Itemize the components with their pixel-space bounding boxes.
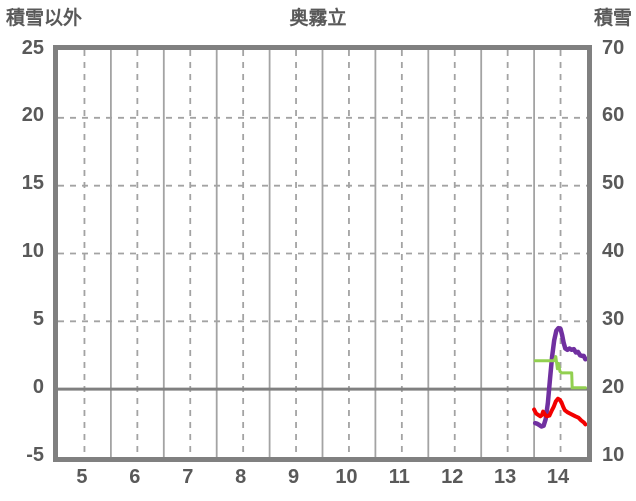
x-axis-tick-label: 10 (335, 466, 358, 488)
right-axis-tick-label: 20 (602, 375, 625, 398)
series-red-left-axis-line (532, 396, 587, 427)
x-axis-tick-label: 7 (182, 466, 194, 488)
left-axis-tick-label: 20 (21, 104, 44, 127)
left-axis-tick-label: 10 (21, 240, 44, 262)
series-green-left-axis-line (533, 355, 587, 390)
right-axis-tick-label: 10 (602, 443, 625, 466)
plot-area (53, 45, 592, 462)
left-axis-tick-label: 0 (32, 375, 44, 398)
chart-canvas (58, 50, 587, 457)
right-axis-tick-label: 30 (602, 307, 625, 330)
right-axis-tick-label: 50 (602, 172, 625, 195)
x-axis-tick-label: 14 (546, 466, 570, 488)
right-axis-tick-label: 40 (602, 240, 625, 262)
x-axis-tick-label: 8 (235, 466, 247, 488)
chart-title: 奥霧立 (289, 8, 347, 29)
left-axis-tick-label: 15 (21, 172, 44, 195)
left-axis-tick-label: 5 (32, 307, 44, 330)
right-axis-tick-label: 70 (602, 36, 625, 59)
x-axis-tick-label: 11 (388, 466, 410, 488)
right-axis-title: 積雪 (593, 8, 632, 29)
left-axis-tick-label: 25 (21, 36, 44, 59)
left-axis-tick-label: -5 (26, 443, 44, 466)
left-axis-title: 積雪以外 (6, 8, 83, 29)
x-axis-tick-label: 13 (494, 466, 517, 488)
x-axis-tick-label: 6 (129, 466, 141, 488)
x-axis-tick-label: 9 (287, 466, 300, 488)
right-axis-tick-label: 60 (602, 104, 625, 127)
x-axis-tick-label: 5 (76, 466, 88, 488)
x-axis-tick-label: 12 (441, 466, 464, 488)
series-purple-right-axis-line (532, 325, 587, 429)
